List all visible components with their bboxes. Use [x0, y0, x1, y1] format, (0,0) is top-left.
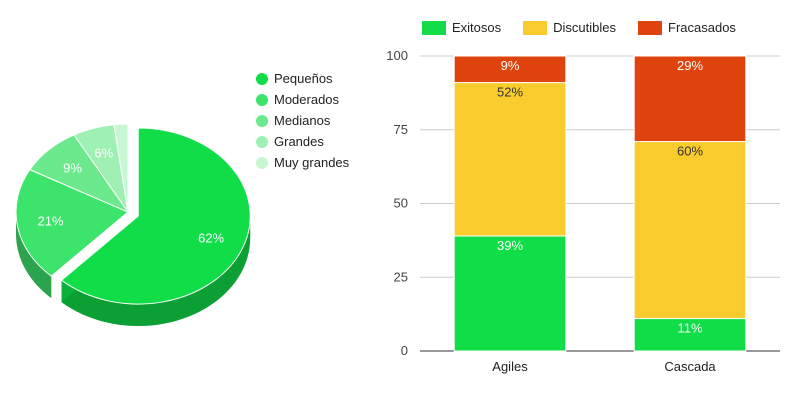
pie-side-pequenos — [61, 216, 251, 327]
bar-label-agiles-fracasados: 9% — [501, 58, 520, 73]
y-tick-label: 0 — [401, 343, 408, 358]
pie-legend: Pequeños Moderados Medianos Grandes Muy gran… — [256, 68, 349, 173]
bar-legend-item-fracasados: Fracasados — [638, 20, 736, 35]
x-tick-label: Agiles — [492, 359, 528, 374]
bar-legend-label: Exitosos — [452, 20, 502, 35]
pie-label-grandes: 6% — [94, 145, 113, 160]
pie-label-medianos: 9% — [63, 160, 82, 175]
bar-cascada-exitosos — [633, 318, 747, 352]
bar-legend-item-exitosos: Exitosos — [422, 20, 501, 35]
pie-legend-item-medianos: Medianos — [256, 110, 349, 131]
bar-legend-label: Discutibles — [553, 20, 616, 35]
legend-swatch-icon — [638, 20, 662, 35]
pie-legend-dot-icon — [256, 114, 268, 127]
pie-legend-dot-icon — [256, 156, 268, 169]
y-tick-label: 100 — [386, 48, 408, 63]
pie-label-pequenos: 62% — [198, 231, 224, 246]
y-tick-label: 75 — [394, 122, 408, 137]
pie-legend-label: Grandes — [274, 134, 324, 149]
pie-legend-item-grandes: Grandes — [256, 131, 349, 152]
pie-label-moderados: 21% — [38, 214, 64, 229]
pie-slice-pequenos — [60, 127, 251, 305]
bar-label-agiles-exitosos: 39% — [497, 238, 523, 253]
pie-legend-dot-icon — [256, 135, 268, 148]
pie-slice-muy-grandes — [113, 123, 129, 213]
legend-swatch-icon — [422, 20, 446, 35]
pie-legend-dot-icon — [256, 72, 268, 85]
bar-label-cascada-fracasados: 29% — [677, 58, 703, 73]
pie-legend-label: Medianos — [274, 113, 331, 128]
bar-agiles-exitosos — [453, 235, 567, 352]
bar-label-cascada-exitosos: 11% — [677, 321, 702, 336]
pie-legend-label: Muy grandes — [274, 155, 350, 170]
legend-swatch-icon — [523, 20, 548, 35]
bar-cascada-fracasados — [633, 55, 747, 143]
x-tick-label: Cascada — [664, 359, 716, 374]
bar-legend-label: Fracasados — [668, 20, 736, 35]
pie-legend-label: Pequeños — [274, 71, 333, 86]
bar-agiles-fracasados — [453, 55, 567, 84]
bar-label-cascada-discutibles: 60% — [677, 144, 703, 159]
pie-legend-item-moderados: Moderados — [256, 89, 349, 110]
pie-slice-moderados — [15, 168, 129, 277]
y-tick-label: 50 — [394, 196, 408, 211]
bar-legend-item-discutibles: Discutibles — [523, 20, 616, 35]
pie-legend-item-muy-grandes: Muy grandes — [256, 152, 349, 173]
y-tick-label: 25 — [394, 269, 408, 284]
pie-side-moderados — [16, 212, 52, 299]
pie-legend-dot-icon — [256, 93, 268, 106]
pie-legend-label: Moderados — [274, 92, 340, 107]
pie-chart: 62% 21% 9% 6% — [15, 123, 251, 327]
bar-label-agiles-discutibles: 52% — [497, 85, 523, 100]
pie-legend-item-pequenos: Pequeños — [256, 68, 349, 89]
bar-agiles-discutibles — [453, 82, 567, 237]
bar-legend: Exitosos Discutibles Fracasados — [422, 20, 758, 35]
bar-cascada-discutibles — [633, 141, 747, 320]
